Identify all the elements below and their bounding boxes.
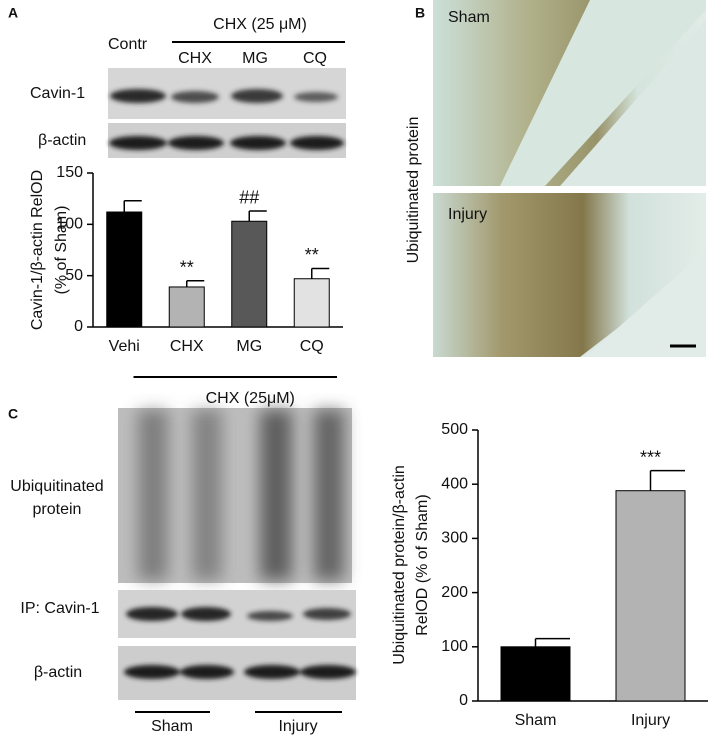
x-tick-label: MG [236, 338, 262, 355]
bar [500, 646, 571, 702]
panel-label: B [415, 5, 425, 21]
blot [108, 68, 346, 158]
x-tick-label: Vehi [109, 338, 140, 355]
significance: ## [239, 188, 259, 208]
group-label: CHX (25μM) [206, 390, 295, 407]
y-tick-label: 100 [56, 216, 83, 233]
y-tick-label: 500 [441, 421, 468, 438]
blot-label: IP: Cavin-1 [20, 600, 99, 617]
y-tick-label: 400 [441, 475, 468, 492]
x-tick-label: CHX [170, 338, 204, 355]
significance: ** [180, 258, 194, 278]
significance: ** [305, 245, 319, 265]
bar [293, 278, 330, 328]
y-tick-label: 100 [441, 638, 468, 655]
y-tick-label: 50 [65, 267, 83, 284]
bar [231, 220, 268, 328]
y-axis-label: Cavin-1/β-actin RelOD [29, 170, 46, 330]
y-tick-label: 200 [441, 584, 468, 601]
significance: *** [640, 447, 661, 467]
blot-label: β-actin [38, 132, 86, 149]
image-label: Injury [448, 206, 487, 223]
treatment-label: CHX (25 μM) [213, 16, 307, 33]
y-axis-label: Ubiquitinated protein/β-actin [391, 465, 408, 665]
blot-label: Cavin-1 [30, 85, 85, 102]
blot-label: β-actin [34, 664, 82, 681]
y-tick-label: 150 [56, 164, 83, 181]
stain-label: Ubiquitinated protein [405, 117, 422, 264]
lane-label: CHX [178, 50, 212, 67]
y-axis-label: (% of Sham) [53, 206, 70, 295]
blot-label: Ubiquitinated [10, 478, 103, 495]
lane-label: Contr [108, 36, 148, 53]
panel-label: A [8, 5, 18, 21]
y-tick-label: 0 [74, 318, 83, 335]
bar [615, 490, 686, 702]
lane-label: MG [242, 50, 268, 67]
x-tick-label: Sham [515, 712, 557, 729]
lane-label: CQ [303, 50, 327, 67]
micrograph [433, 0, 706, 357]
y-tick-label: 0 [459, 692, 468, 709]
y-axis-label: RelOD (% of Sham) [414, 494, 431, 635]
panel-label: C [8, 406, 18, 422]
group-label: Injury [278, 718, 317, 735]
x-tick-label: Injury [631, 712, 670, 729]
x-tick-label: CQ [300, 338, 324, 355]
blot [118, 408, 356, 700]
image-label: Sham [448, 9, 490, 26]
bar [106, 211, 143, 328]
blot-label: protein [33, 501, 82, 518]
bar [168, 286, 205, 328]
y-tick-label: 300 [441, 530, 468, 547]
group-label: Sham [151, 718, 193, 735]
